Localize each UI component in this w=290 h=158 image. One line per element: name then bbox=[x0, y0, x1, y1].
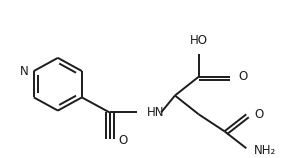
Text: O: O bbox=[119, 134, 128, 147]
Text: HO: HO bbox=[190, 33, 208, 47]
Text: N: N bbox=[20, 65, 29, 78]
Text: O: O bbox=[254, 108, 263, 121]
Text: NH₂: NH₂ bbox=[254, 144, 276, 157]
Text: HN: HN bbox=[147, 106, 165, 119]
Text: O: O bbox=[238, 70, 248, 83]
